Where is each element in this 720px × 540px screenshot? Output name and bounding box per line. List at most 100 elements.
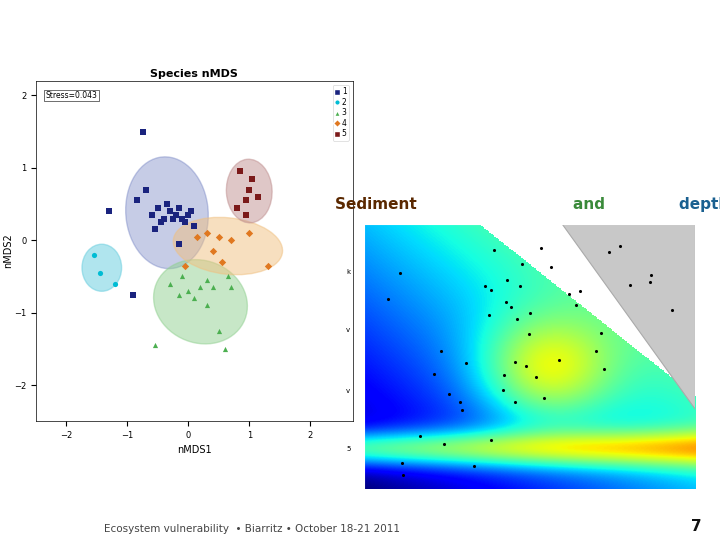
Point	[201, 301, 212, 310]
Point	[574, 287, 585, 295]
Point	[396, 458, 408, 467]
Point	[94, 268, 106, 277]
Point	[219, 345, 230, 353]
Point	[488, 246, 500, 255]
Point	[554, 355, 565, 364]
Point	[88, 251, 99, 259]
Point	[253, 192, 264, 201]
Point	[225, 283, 237, 292]
Point	[234, 167, 246, 176]
Point	[460, 359, 472, 367]
Point	[397, 471, 409, 480]
Point	[131, 196, 143, 205]
Y-axis label: nMDS2: nMDS2	[3, 234, 13, 268]
Text: and: and	[573, 197, 611, 212]
Point	[167, 214, 179, 223]
Point	[498, 386, 509, 395]
Point	[485, 286, 497, 294]
Point	[109, 279, 121, 288]
Point	[231, 204, 243, 212]
Point	[456, 406, 468, 414]
Point	[194, 283, 206, 292]
Text: v: v	[346, 388, 351, 394]
Point	[152, 204, 163, 212]
Text: Community structure (n.MDS): Community structure (n.MDS)	[336, 22, 665, 40]
Point	[570, 300, 582, 309]
Point	[174, 290, 185, 299]
Point	[243, 185, 255, 194]
Point	[149, 341, 161, 349]
Point	[201, 228, 212, 237]
Point	[164, 207, 176, 215]
Point	[498, 371, 510, 380]
Point	[523, 308, 535, 317]
Point	[382, 294, 393, 303]
Polygon shape	[562, 224, 695, 409]
Point	[454, 397, 466, 406]
Text: depth: depth	[679, 197, 720, 212]
Point	[246, 174, 258, 183]
Ellipse shape	[226, 159, 272, 223]
Point	[483, 310, 495, 319]
Text: 7: 7	[691, 518, 702, 534]
Point	[505, 302, 517, 311]
Ellipse shape	[126, 157, 208, 268]
Point	[140, 185, 151, 194]
Point	[149, 225, 161, 234]
Point	[564, 290, 575, 299]
Point	[189, 294, 200, 302]
Point	[517, 260, 528, 268]
Point	[192, 232, 203, 241]
Point	[480, 281, 491, 290]
Point	[595, 328, 607, 337]
Text: Ecosystem vulnerability  • Biarritz • October 18-21 2011: Ecosystem vulnerability • Biarritz • Oct…	[104, 523, 400, 534]
Point	[414, 432, 426, 441]
Point	[502, 275, 513, 284]
Point	[443, 389, 454, 398]
Point	[240, 211, 252, 219]
Point	[104, 207, 115, 215]
Legend: 1, 2, 3, 4, 5: 1, 2, 3, 4, 5	[333, 85, 349, 140]
Title: Species nMDS: Species nMDS	[150, 69, 238, 79]
Point	[666, 305, 678, 314]
Point	[535, 244, 546, 252]
Point	[158, 214, 170, 223]
Point	[179, 218, 191, 226]
Point	[538, 394, 549, 402]
Point	[485, 436, 496, 445]
Point	[646, 271, 657, 279]
Point	[514, 281, 526, 290]
Point	[213, 232, 225, 241]
Point	[243, 228, 255, 237]
Ellipse shape	[82, 244, 122, 291]
Text: k: k	[346, 269, 351, 275]
Point	[186, 207, 197, 215]
Point	[394, 269, 405, 278]
Point	[213, 326, 225, 335]
Point	[644, 278, 656, 286]
Text: 5: 5	[346, 446, 351, 452]
Point	[468, 462, 480, 470]
Point	[545, 262, 557, 271]
Point	[511, 314, 523, 323]
Point	[201, 276, 212, 285]
Point	[164, 279, 176, 288]
Point	[509, 358, 521, 367]
Point	[240, 196, 252, 205]
Point	[216, 258, 228, 266]
Point	[590, 346, 602, 355]
Point	[222, 272, 234, 281]
Point	[509, 397, 521, 406]
Point	[127, 290, 139, 299]
Point	[436, 347, 447, 355]
Point	[183, 211, 194, 219]
Point	[189, 221, 200, 230]
Point	[598, 364, 610, 373]
Point	[523, 330, 535, 339]
Point	[225, 236, 237, 245]
Text: v: v	[346, 327, 351, 333]
Point	[171, 211, 182, 219]
Point	[174, 204, 185, 212]
X-axis label: nMDS1: nMDS1	[177, 446, 212, 455]
Point	[207, 283, 218, 292]
